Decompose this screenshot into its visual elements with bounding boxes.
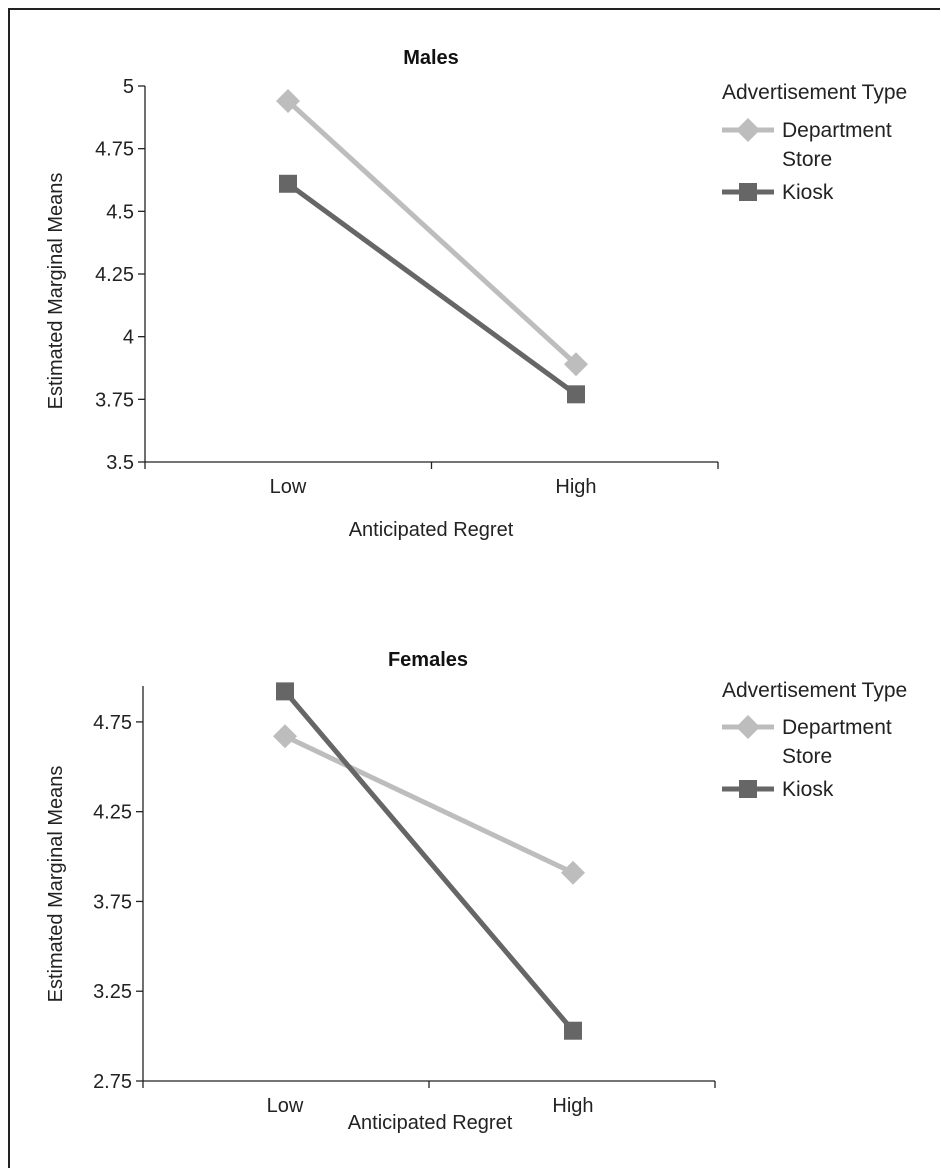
legend-marker-diamond [736,118,760,142]
chart-title: Females [388,649,468,671]
series-line [286,181,578,397]
y-ticks: 2.75 3.25 3.75 4.25 4.75 [93,712,143,1093]
x-tick-label: Low [270,476,307,498]
y-ticks: 3.5 3.75 4 4.25 4.5 4.75 5 [95,76,145,474]
y-tick-label: 4.25 [93,802,132,824]
series-line [286,99,578,367]
y-tick-label: 4.5 [106,201,134,223]
legend-title: Advertisement Type [722,81,907,104]
series-group [276,89,588,404]
x-ticks: Low High [144,462,719,498]
y-tick-label: 3.75 [95,389,134,411]
legend-label: Kiosk [782,778,834,801]
y-tick-label: 4.75 [93,712,132,734]
y-tick-label: 4.75 [95,139,134,161]
data-point-square [276,682,294,701]
y-tick-label: 3.25 [93,981,132,1003]
y-tick-label: 5 [123,76,134,98]
y-tick-label: 3.5 [106,452,134,474]
series-line [283,689,575,1033]
series-line [283,734,575,875]
legend: Department Store Kiosk [722,715,892,801]
data-point-diamond [276,89,300,114]
legend-title: Advertisement Type [722,679,907,702]
data-point-diamond [564,352,588,377]
x-tick-label: High [552,1095,593,1117]
legend-label: Department [782,119,892,142]
data-point-square [564,1021,582,1040]
data-point-square [279,174,297,193]
data-point-diamond [561,860,585,885]
data-point-diamond [273,724,297,749]
y-axis-label: Estimated Marginal Means [45,766,67,1003]
y-tick-label: 3.75 [93,891,132,913]
series-group [273,682,585,1040]
chart-title: Males [403,47,459,69]
legend-label: Kiosk [782,181,834,204]
legend-marker-square [739,780,757,798]
chart-panel-males: Males Anticipated Regret Estimated Margi… [45,47,907,541]
y-tick-label: 2.75 [93,1071,132,1093]
legend-label: Department [782,716,892,739]
x-tick-label: Low [267,1095,304,1117]
legend-label: Store [782,745,832,768]
axes [142,686,715,1082]
y-tick-label: 4 [123,327,134,349]
x-axis-label: Anticipated Regret [348,1112,513,1134]
y-tick-label: 4.25 [95,264,134,286]
chart-panel-females: Females Anticipated Regret Estimated Mar… [45,649,907,1134]
legend: Department Store Kiosk [722,118,892,204]
legend-label: Store [782,148,832,171]
x-axis-label: Anticipated Regret [349,519,514,541]
y-axis-label: Estimated Marginal Means [45,173,67,410]
legend-marker-square [739,183,757,201]
data-point-square [567,385,585,404]
axes [144,86,718,463]
figure-frame [8,8,940,1168]
x-tick-label: High [555,476,596,498]
legend-marker-diamond [736,715,760,739]
x-ticks: Low High [142,1081,716,1117]
